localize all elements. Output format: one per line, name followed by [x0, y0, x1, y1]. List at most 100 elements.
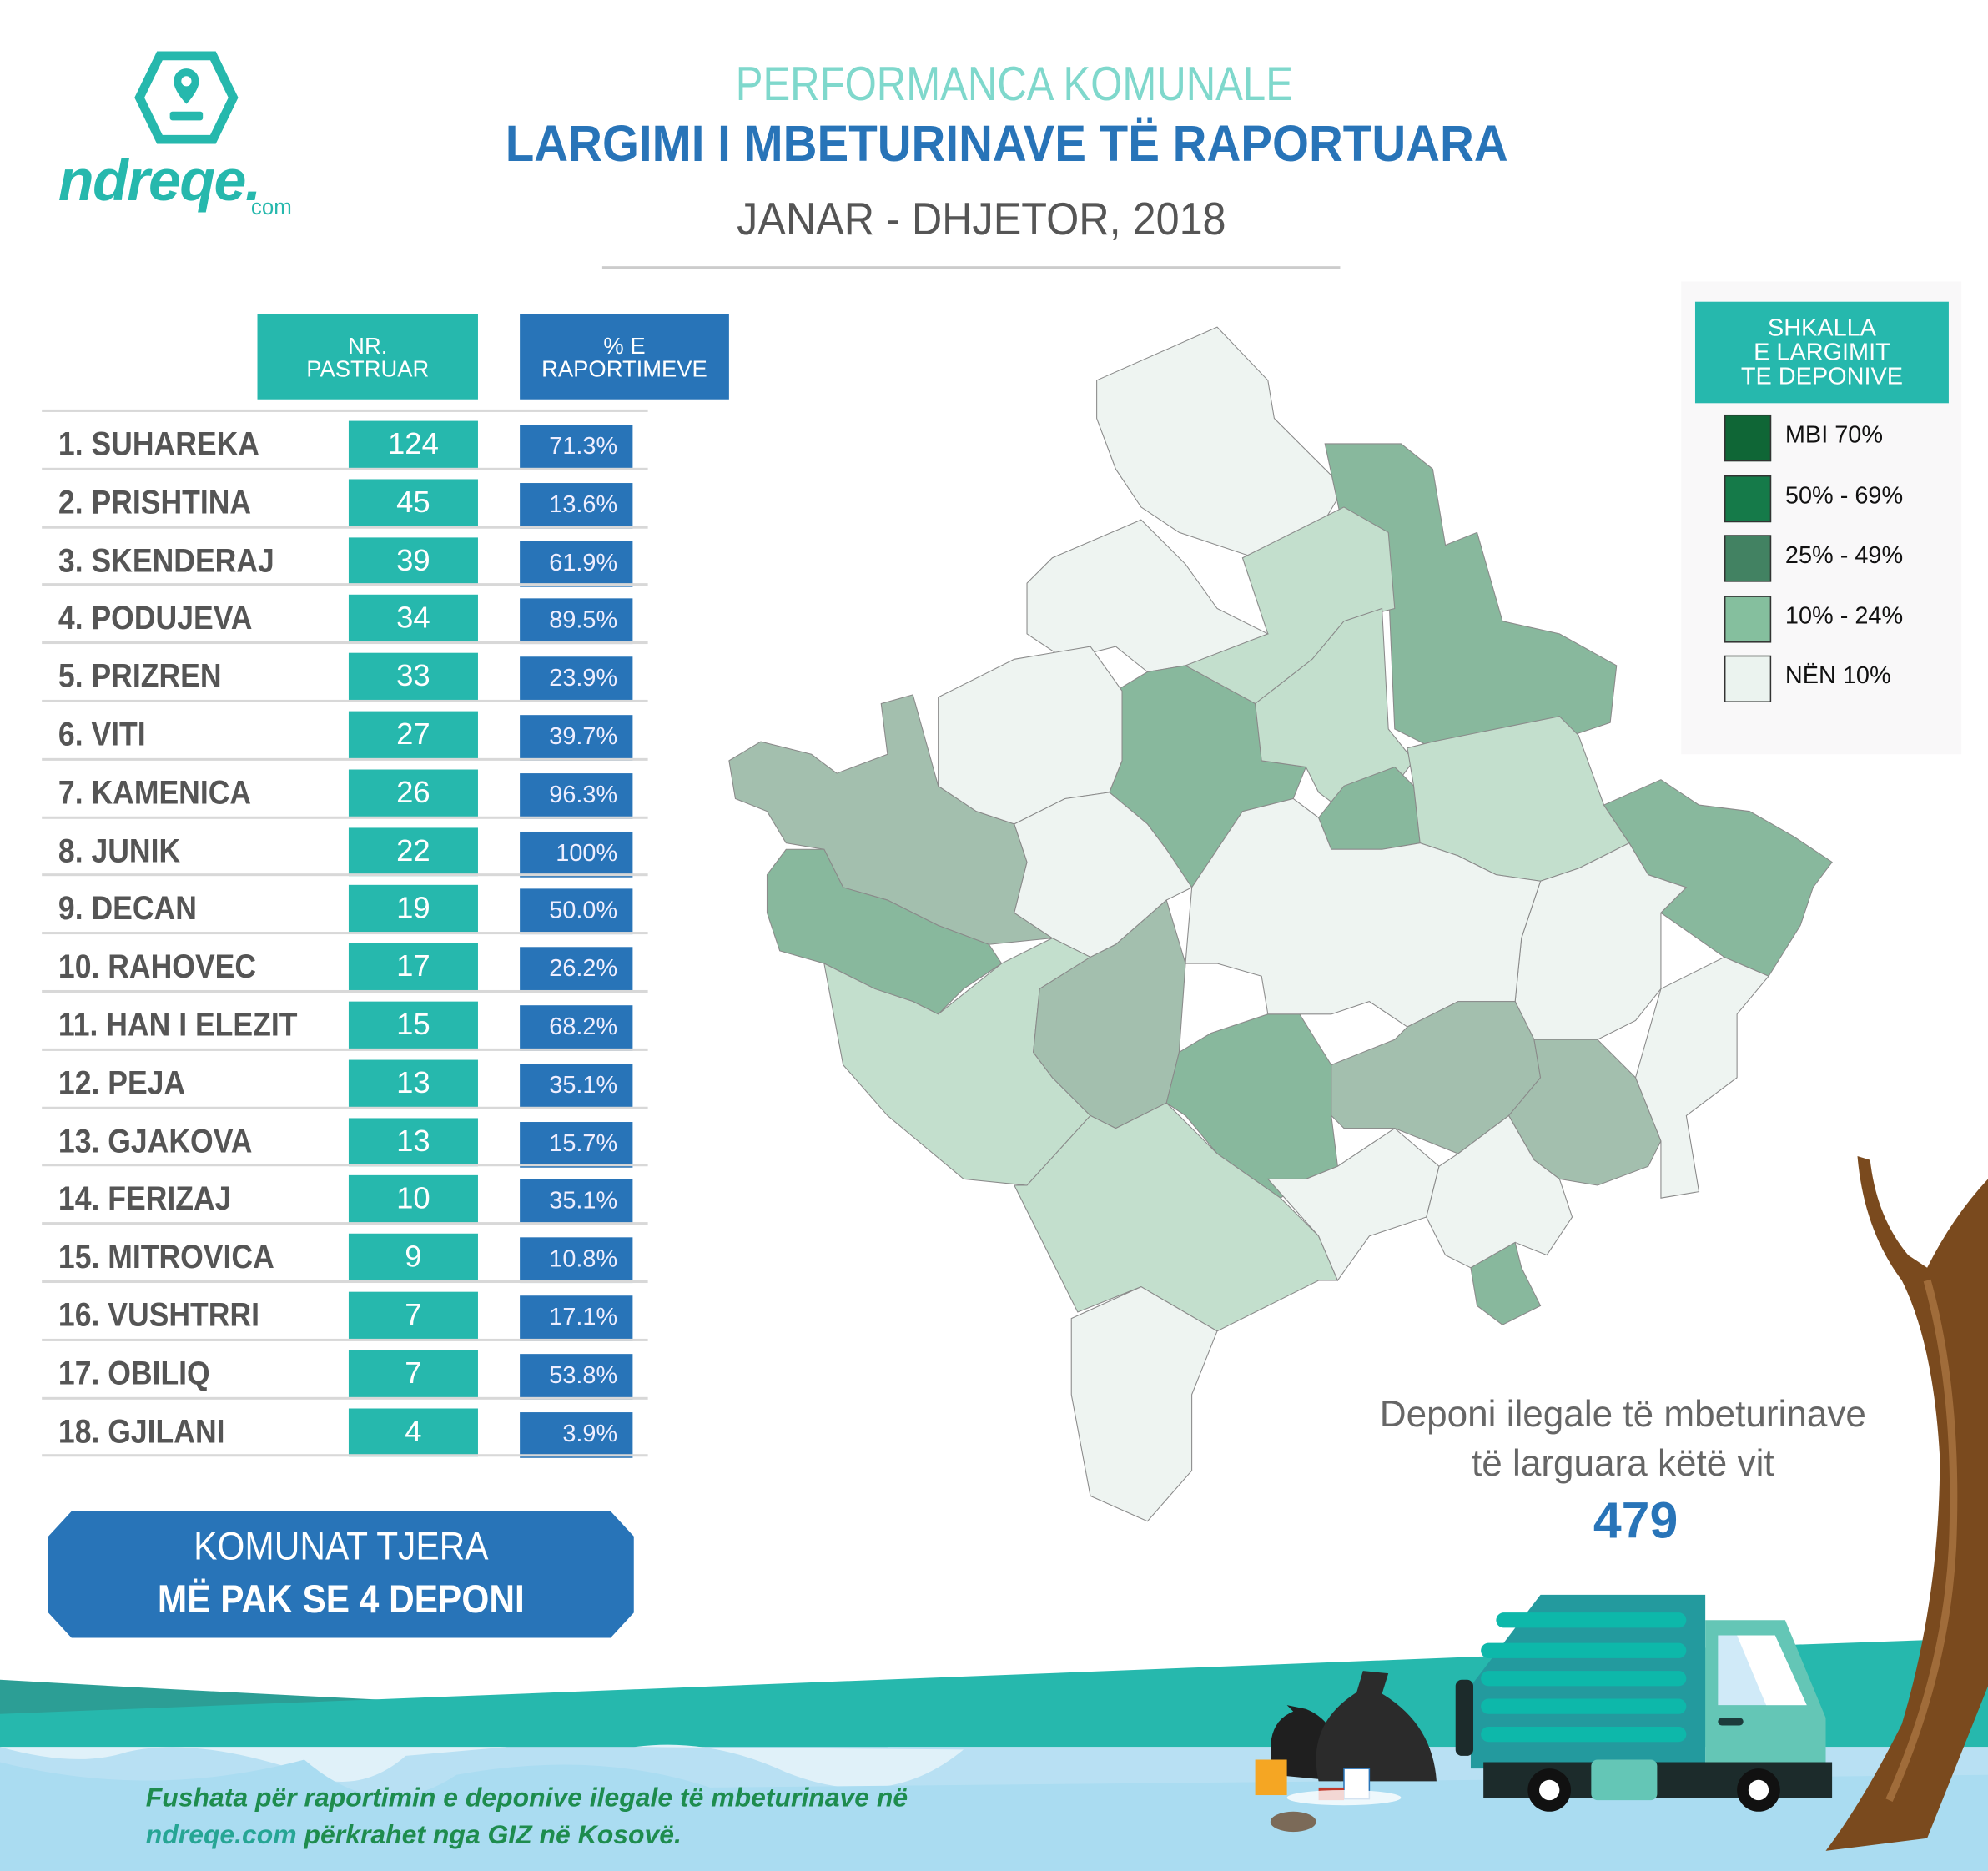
legend-label: 10% - 24% — [1784, 603, 1904, 631]
footer-note: Fushata për raportimin e deponive ilegal… — [146, 1780, 908, 1853]
municipality-region — [1426, 1114, 1573, 1269]
logo-suffix: com — [250, 195, 292, 219]
legend-swatch — [1724, 414, 1772, 462]
report-percent: 68.2% — [520, 1005, 633, 1051]
table-divider — [42, 467, 648, 470]
report-percent: 61.9% — [520, 541, 633, 587]
table-divider — [42, 583, 648, 586]
cleaned-count: 26 — [348, 769, 478, 817]
column-header-count-line1: NR. — [348, 332, 388, 359]
cleaned-count: 124 — [348, 420, 478, 470]
municipality-name: 1. SUHAREKA — [58, 425, 259, 463]
report-percent: 96.3% — [520, 772, 633, 819]
cleaned-count: 33 — [348, 652, 478, 702]
report-percent: 10.8% — [520, 1237, 633, 1284]
cleaned-count: 45 — [348, 479, 478, 527]
legend-title: SHKALLA E LARGIMIT TE DEPONIVE — [1694, 301, 1949, 404]
cleaned-count: 10 — [348, 1175, 478, 1225]
municipality-region — [766, 848, 1003, 1015]
municipality-name: 2. PRISHTINA — [58, 482, 252, 521]
tree-icon — [1825, 1156, 1988, 1851]
legend-label: 25% - 49% — [1784, 542, 1904, 570]
column-header-percent-line1: % E — [603, 332, 646, 359]
municipality-name: 10. RAHOVEC — [58, 947, 257, 986]
municipality-name: 16. VUSHTRRI — [58, 1295, 260, 1334]
header-divider — [601, 266, 1341, 269]
footer-line1: Fushata për raportimin e deponive ilegal… — [145, 1783, 908, 1813]
table-divider — [42, 1338, 648, 1341]
municipality-region — [1324, 443, 1618, 749]
report-percent: 71.3% — [520, 425, 633, 470]
municipality-region — [1470, 1241, 1542, 1325]
report-percent: 26.2% — [520, 947, 633, 993]
municipality-name: 5. PRIZREN — [58, 656, 222, 696]
report-percent: 3.9% — [520, 1411, 633, 1458]
cleaned-count: 34 — [348, 595, 478, 644]
table-divider — [42, 526, 648, 529]
report-percent: 15.7% — [520, 1121, 633, 1168]
cleaned-count: 27 — [348, 711, 478, 760]
other-line1: KOMUNAT TJERA — [194, 1523, 489, 1568]
cleaned-count: 4 — [348, 1407, 478, 1456]
report-percent: 50.0% — [520, 888, 633, 935]
page-kicker: PERFORMANCA KOMUNALE — [735, 58, 1293, 112]
report-percent: 53.8% — [520, 1353, 633, 1400]
municipality-name: 4. PODUJEVA — [58, 598, 253, 637]
municipality-name: 12. PEJA — [58, 1063, 186, 1102]
municipality-name: 6. VITI — [58, 715, 146, 753]
page-period: JANAR - DHJETOR, 2018 — [737, 193, 1226, 245]
table-divider — [42, 1222, 648, 1225]
municipality-name: 7. KAMENICA — [58, 772, 252, 812]
legend-label: NËN 10% — [1784, 662, 1891, 690]
other-line2: MË PAK SE 4 DEPONI — [157, 1577, 525, 1622]
report-percent: 35.1% — [520, 1179, 633, 1225]
legend-label: MBI 70% — [1784, 422, 1884, 450]
municipality-name: 18. GJILANI — [58, 1411, 225, 1451]
cleaned-count: 7 — [348, 1291, 478, 1340]
column-header-percent-line2: RAPORTIMEVE — [541, 355, 707, 381]
municipality-region — [1070, 1285, 1218, 1522]
table-divider — [42, 932, 648, 935]
legend-label: 50% - 69% — [1784, 483, 1904, 510]
municipality-name: 3. SKENDERAJ — [58, 541, 274, 579]
logo-wordmark: ndreqe. — [58, 147, 261, 214]
table-divider — [42, 989, 648, 993]
table-divider — [42, 757, 648, 761]
legend-swatch — [1724, 596, 1772, 643]
table-divider — [42, 1280, 648, 1284]
column-header-percent: % E RAPORTIMEVE — [520, 314, 729, 400]
table-divider — [42, 1396, 648, 1400]
table-divider — [42, 409, 648, 412]
table-divider — [42, 699, 648, 702]
report-percent: 13.6% — [520, 482, 633, 529]
report-percent: 35.1% — [520, 1063, 633, 1109]
cleaned-count: 39 — [348, 536, 478, 586]
waves — [0, 1744, 964, 1788]
column-header-count-line2: PASTRUAR — [306, 355, 430, 381]
cleaned-count: 7 — [348, 1350, 478, 1399]
page-title: LARGIMI I MBETURINAVE TË RAPORTUARA — [505, 116, 1508, 173]
summary-value: 479 — [1593, 1493, 1678, 1550]
table-divider — [42, 873, 648, 877]
municipality-name: 17. OBILIQ — [58, 1353, 210, 1392]
municipality-region — [1634, 956, 1769, 1199]
legend-title-line1: SHKALLA — [1767, 314, 1876, 342]
report-percent: 23.9% — [520, 656, 633, 703]
footer-link[interactable]: ndreqe.com — [145, 1820, 297, 1850]
table-divider — [42, 1106, 648, 1109]
legend-title-line3: TE DEPONIVE — [1740, 363, 1904, 390]
summary-line2: të larguara këtë vit — [1472, 1444, 1774, 1485]
report-percent: 89.5% — [520, 598, 633, 645]
cleaned-count: 9 — [348, 1234, 478, 1282]
legend-title-line2: E LARGIMIT — [1754, 339, 1890, 366]
garbage-bags-icon — [1255, 1671, 1437, 1833]
ndreqe-logo-icon — [134, 51, 239, 144]
column-header-count: NR. PASTRUAR — [257, 314, 478, 400]
table-divider — [42, 816, 648, 819]
municipality-region — [1255, 607, 1415, 812]
footer-line2: përkrahet nga GIZ në Kosovë. — [296, 1820, 682, 1850]
legend-swatch — [1724, 475, 1772, 523]
